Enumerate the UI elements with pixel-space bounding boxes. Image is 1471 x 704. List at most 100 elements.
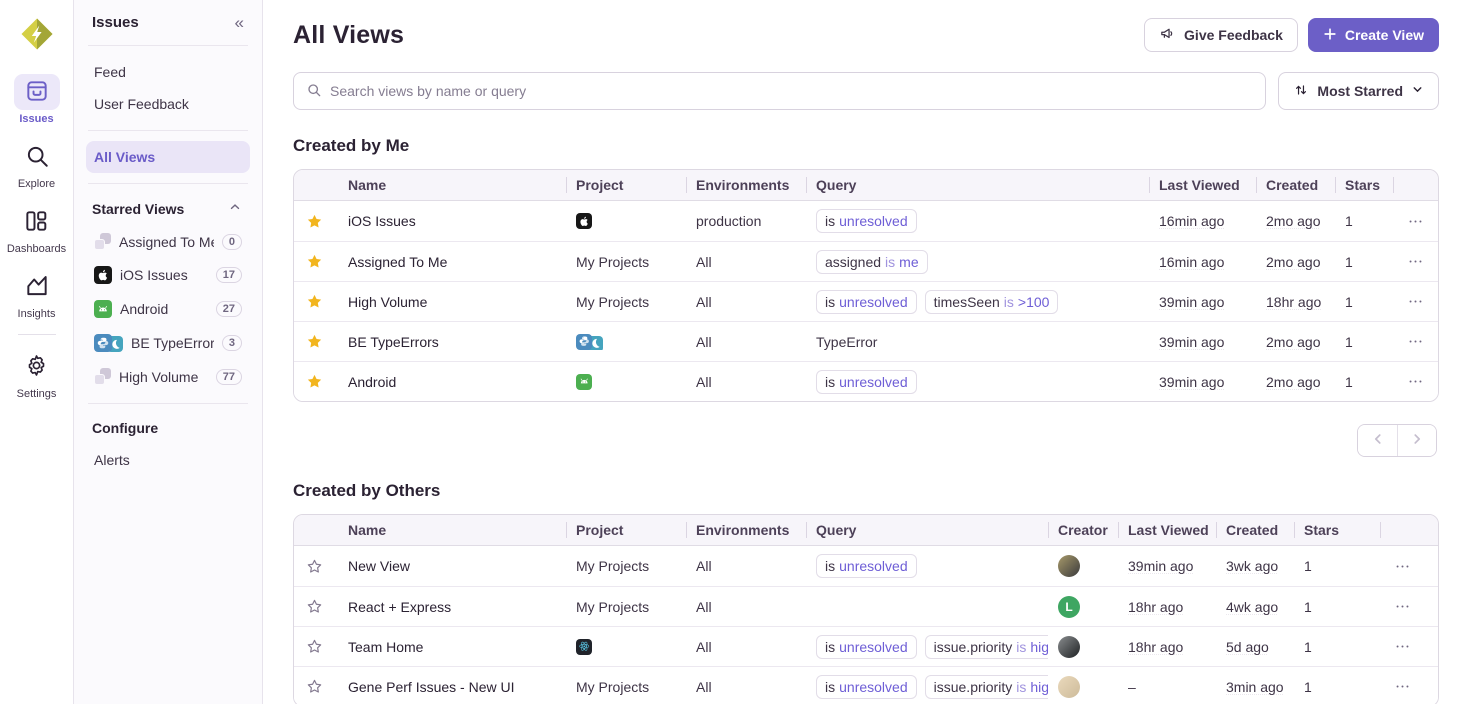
project-cell bbox=[566, 334, 686, 350]
nav-item-settings[interactable]: Settings bbox=[14, 349, 60, 400]
view-name-link[interactable]: BE TypeErrors bbox=[348, 334, 439, 350]
star-toggle[interactable] bbox=[304, 556, 325, 577]
column-header: Last Viewed bbox=[1149, 170, 1256, 200]
project-cell bbox=[566, 374, 686, 390]
query-chip: issue.priorityishigh bbox=[925, 675, 1048, 699]
created-cell: 3wk ago bbox=[1216, 558, 1294, 574]
section-title-created-by-others: Created by Others bbox=[293, 481, 1439, 501]
give-feedback-button[interactable]: Give Feedback bbox=[1144, 18, 1298, 52]
view-name-link[interactable]: Assigned To Me bbox=[348, 254, 447, 270]
divider bbox=[88, 45, 248, 46]
sentry-logo[interactable] bbox=[17, 12, 57, 56]
collapse-sidebar-button[interactable]: « bbox=[233, 12, 246, 33]
query-cell: isunresolved bbox=[806, 554, 1048, 578]
sidebar-item-label: All Views bbox=[94, 149, 155, 165]
starred-view-item[interactable]: Android 27 bbox=[86, 292, 250, 326]
search-views-input[interactable] bbox=[330, 83, 1253, 99]
stars-cell: 1 bbox=[1294, 679, 1380, 695]
sidebar-item-all-views[interactable]: All Views bbox=[86, 141, 250, 173]
row-menu-button[interactable] bbox=[1403, 369, 1428, 394]
nav-item-insights[interactable]: Insights bbox=[14, 269, 60, 320]
star-toggle[interactable] bbox=[304, 596, 325, 617]
query-chip: isunresolved bbox=[816, 635, 917, 659]
project-cell: My Projects bbox=[566, 254, 686, 270]
pagination-next-button[interactable] bbox=[1397, 425, 1436, 456]
starred-view-item[interactable]: iOS Issues 17 bbox=[86, 258, 250, 292]
environments-cell: All bbox=[686, 374, 806, 390]
stars-cell: 1 bbox=[1294, 639, 1380, 655]
sort-dropdown-button[interactable]: Most Starred bbox=[1278, 72, 1439, 110]
nav-label: Dashboards bbox=[7, 243, 66, 255]
nav-item-issues[interactable]: Issues bbox=[14, 74, 60, 125]
stars-cell: 1 bbox=[1294, 558, 1380, 574]
starred-view-item[interactable]: High Volume 77 bbox=[86, 360, 250, 393]
main-content: All Views Give Feedback Create View Most bbox=[263, 0, 1471, 704]
view-name-link[interactable]: React + Express bbox=[348, 599, 451, 615]
row-menu-button[interactable] bbox=[1390, 594, 1415, 619]
python-icon bbox=[576, 334, 592, 350]
query-chip: isunresolved bbox=[816, 554, 917, 578]
view-name-link[interactable]: Team Home bbox=[348, 639, 423, 655]
starred-view-item[interactable]: Assigned To Me 0 bbox=[86, 225, 250, 258]
creator-cell bbox=[1048, 555, 1118, 577]
sidebar-item-feed[interactable]: Feed bbox=[86, 56, 250, 88]
star-toggle[interactable] bbox=[304, 211, 325, 232]
environments-cell: All bbox=[686, 254, 806, 270]
sidebar-item-alerts[interactable]: Alerts bbox=[86, 444, 250, 476]
dashboards-icon bbox=[23, 208, 49, 237]
create-view-button[interactable]: Create View bbox=[1308, 18, 1439, 52]
insights-icon bbox=[24, 273, 50, 302]
view-name-link[interactable]: Gene Perf Issues - New UI bbox=[348, 679, 515, 695]
star-toggle[interactable] bbox=[304, 371, 325, 392]
pagination-prev-button[interactable] bbox=[1358, 425, 1397, 456]
starred-views-header[interactable]: Starred Views bbox=[86, 194, 250, 225]
row-menu-button[interactable] bbox=[1403, 329, 1428, 354]
row-menu-button[interactable] bbox=[1390, 634, 1415, 659]
configure-title: Configure bbox=[92, 420, 158, 436]
row-menu-button[interactable] bbox=[1403, 209, 1428, 234]
table-row: Gene Perf Issues - New UIMy ProjectsAlli… bbox=[294, 666, 1438, 704]
settings-icon bbox=[24, 353, 49, 381]
divider bbox=[88, 403, 248, 404]
column-header: Name bbox=[338, 170, 566, 200]
star-toggle[interactable] bbox=[304, 676, 325, 697]
starred-view-item[interactable]: BE TypeErrors 3 bbox=[86, 326, 250, 360]
created-cell: 2mo ago bbox=[1256, 374, 1335, 390]
explore-icon bbox=[24, 143, 50, 172]
megaphone-icon bbox=[1159, 25, 1176, 45]
star-toggle[interactable] bbox=[304, 331, 325, 352]
view-name-link[interactable]: Android bbox=[348, 374, 396, 390]
created-cell: 3min ago bbox=[1216, 679, 1294, 695]
star-toggle[interactable] bbox=[304, 636, 325, 657]
star-toggle[interactable] bbox=[304, 291, 325, 312]
view-name-link[interactable]: New View bbox=[348, 558, 410, 574]
query-cell: isunresolvedtimesSeenis>100 bbox=[806, 290, 1149, 314]
query-chip: isunresolved bbox=[816, 370, 917, 394]
row-menu-button[interactable] bbox=[1403, 249, 1428, 274]
table-header-row: NameProjectEnvironmentsQueryLast ViewedC… bbox=[294, 170, 1438, 201]
created-cell: 2mo ago bbox=[1256, 334, 1335, 350]
column-header: Stars bbox=[1294, 515, 1380, 545]
sidebar-item-user-feedback[interactable]: User Feedback bbox=[86, 88, 250, 120]
environments-cell: All bbox=[686, 334, 806, 350]
chevron-right-icon bbox=[1410, 432, 1424, 449]
view-name-link[interactable]: iOS Issues bbox=[348, 213, 416, 229]
query-cell: isunresolvedissue.priorityishigh bbox=[806, 675, 1048, 699]
row-menu-button[interactable] bbox=[1403, 289, 1428, 314]
nav-item-explore[interactable]: Explore bbox=[14, 139, 60, 190]
nav-divider bbox=[18, 334, 56, 335]
row-menu-button[interactable] bbox=[1390, 674, 1415, 699]
view-name-link[interactable]: High Volume bbox=[348, 294, 427, 310]
chevron-down-icon bbox=[1411, 83, 1424, 99]
apple-icon bbox=[94, 266, 112, 284]
sidebar-item-label: Alerts bbox=[94, 452, 130, 468]
secondary-sidebar: Issues « Feed User Feedback All Views St… bbox=[74, 0, 263, 704]
created-cell: 5d ago bbox=[1216, 639, 1294, 655]
last-viewed-cell: 39min ago bbox=[1118, 558, 1216, 574]
nav-item-dashboards[interactable]: Dashboards bbox=[7, 204, 66, 255]
chevron-left-icon bbox=[1371, 432, 1385, 449]
row-menu-button[interactable] bbox=[1390, 554, 1415, 579]
query-cell: TypeError bbox=[806, 333, 1149, 351]
nav-label: Insights bbox=[18, 308, 56, 320]
star-toggle[interactable] bbox=[304, 251, 325, 272]
